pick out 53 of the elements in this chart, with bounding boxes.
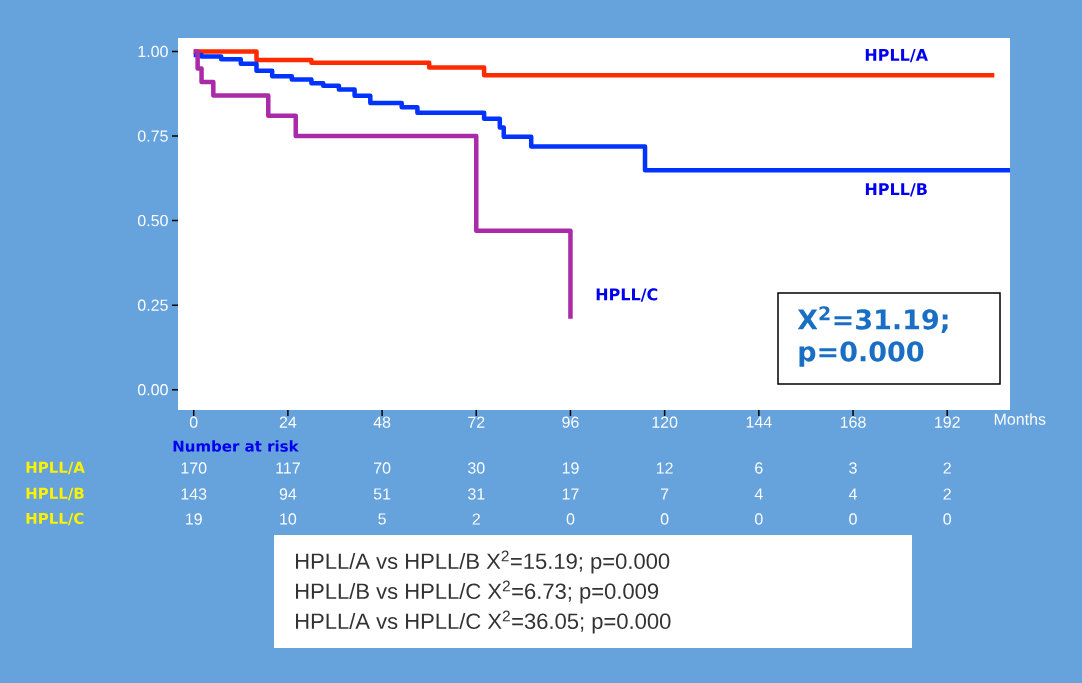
text: 3 bbox=[849, 462, 857, 474]
x-tick-label: 144 bbox=[746, 416, 772, 428]
text: 19 bbox=[562, 462, 579, 474]
series-label: HPLL/C bbox=[596, 288, 658, 302]
text: HPLL/A vs HPLL/B X$^{2}$=15.19; p=0.000 bbox=[296, 550, 670, 574]
text: 0 bbox=[754, 513, 763, 525]
text: HPLL/B vs HPLL/C X$^{2}$=6.73; p=0.009 bbox=[296, 580, 659, 604]
x-tick-label: 120 bbox=[652, 416, 678, 428]
text: 10 bbox=[280, 513, 297, 525]
text: 2 bbox=[472, 513, 480, 525]
text: 0 bbox=[849, 513, 857, 525]
y-tick-label: 0.75 bbox=[137, 130, 168, 142]
text: Number at risk bbox=[173, 440, 299, 452]
x-tick-label: 0 bbox=[189, 416, 198, 428]
x-tick-label: 72 bbox=[468, 416, 485, 428]
text: 117 bbox=[276, 462, 300, 474]
text: HPLL/A vs HPLL/C X$^{2}$=36.05; p=0.000 bbox=[296, 610, 671, 634]
text: 2 bbox=[943, 488, 951, 500]
text: 30 bbox=[468, 462, 485, 474]
text: 170 bbox=[181, 462, 207, 474]
text: 6 bbox=[755, 462, 763, 474]
text: 70 bbox=[374, 462, 391, 474]
text: HPLL/B bbox=[26, 487, 84, 501]
x-tick-label: 24 bbox=[279, 416, 297, 428]
y-tick-label: 0.50 bbox=[137, 214, 168, 227]
y-tick-label: 0.00 bbox=[137, 384, 168, 396]
x-tick-label: 96 bbox=[562, 416, 579, 428]
text: HPLL/A bbox=[26, 461, 85, 475]
annotation: X$^{2}$=31.19; p=0.000 bbox=[797, 306, 948, 367]
text: HPLL/C bbox=[26, 512, 84, 526]
text: 143 bbox=[181, 488, 207, 500]
x-tick-label: 48 bbox=[373, 416, 391, 428]
series-label: HPLL/A bbox=[865, 49, 928, 63]
text: 2 bbox=[943, 462, 951, 474]
x-axis-title: Months bbox=[994, 413, 1046, 425]
text: 4 bbox=[754, 488, 763, 500]
text: 4 bbox=[848, 488, 857, 500]
y-tick-label: 1.00 bbox=[138, 45, 168, 58]
text: 5 bbox=[378, 513, 386, 525]
text: 17 bbox=[562, 488, 579, 500]
text: 31 bbox=[468, 488, 485, 500]
x-tick-label: 168 bbox=[840, 416, 866, 428]
text: 0 bbox=[566, 513, 575, 525]
y-tick-label: 0.25 bbox=[137, 299, 168, 311]
text: 94 bbox=[279, 488, 297, 500]
text: 0 bbox=[660, 513, 669, 525]
text: 19 bbox=[186, 513, 202, 525]
series-label: HPLL/B bbox=[865, 183, 927, 197]
text: 7 bbox=[660, 488, 669, 500]
x-tick-label: 192 bbox=[935, 416, 960, 428]
text: 0 bbox=[943, 513, 952, 525]
text: 51 bbox=[373, 488, 391, 500]
text: 12 bbox=[656, 462, 673, 474]
